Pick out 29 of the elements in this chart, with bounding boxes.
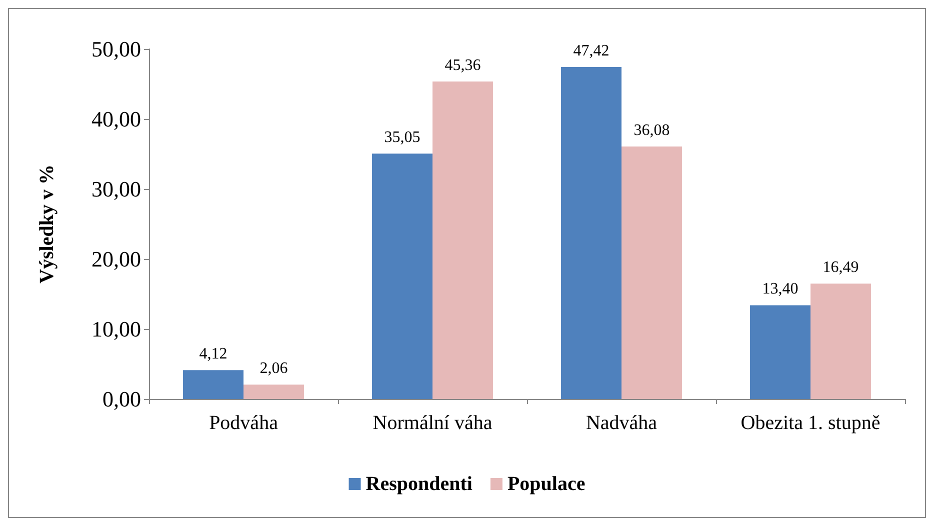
data-label: 45,36 xyxy=(444,56,481,74)
y-tick-label: 30,00 xyxy=(92,176,141,202)
y-tick-label: 50,00 xyxy=(92,36,141,62)
x-tick-label: Normální váha xyxy=(372,412,492,434)
data-label: 36,08 xyxy=(634,122,670,139)
x-tick-label: Nadváha xyxy=(586,412,658,434)
data-label: 47,42 xyxy=(573,42,610,60)
legend-label: Populace xyxy=(507,473,586,495)
y-axis-title: Výsledky v % xyxy=(36,164,58,284)
bar xyxy=(622,146,682,399)
x-tick-label: Obezita 1. stupně xyxy=(740,412,880,434)
bar xyxy=(432,81,493,399)
x-tick-label: Podváha xyxy=(209,412,278,434)
data-label: 16,49 xyxy=(822,259,859,276)
bar xyxy=(750,305,810,399)
bar xyxy=(372,154,432,399)
legend-label: Respondenti xyxy=(366,473,473,495)
bar xyxy=(183,370,244,399)
y-tick-label: 20,00 xyxy=(92,246,141,272)
y-tick-label: 40,00 xyxy=(92,106,141,132)
data-label: 4,12 xyxy=(199,346,228,363)
bar xyxy=(561,67,622,399)
y-tick-label: 10,00 xyxy=(92,316,141,342)
data-label: 35,05 xyxy=(384,129,420,146)
y-tick-label: 0,00 xyxy=(102,386,141,412)
data-label: 13,40 xyxy=(762,280,798,298)
bar xyxy=(244,384,304,399)
data-label: 2,06 xyxy=(260,360,288,378)
bar xyxy=(810,284,871,399)
